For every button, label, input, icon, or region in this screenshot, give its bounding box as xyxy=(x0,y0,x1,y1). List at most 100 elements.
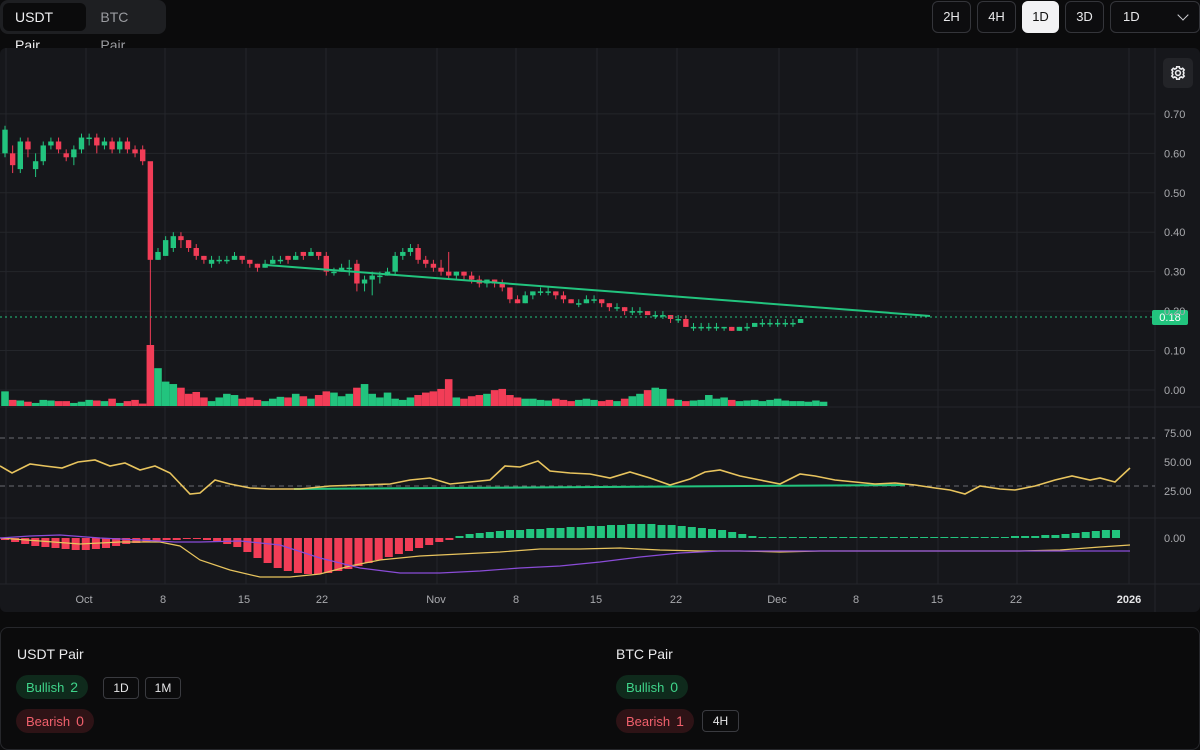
macd-histogram-bar xyxy=(536,529,545,538)
candle xyxy=(499,283,505,288)
macd-histogram-bar xyxy=(394,538,403,554)
macd-histogram-bar xyxy=(344,538,353,569)
candle xyxy=(308,251,314,256)
current-price-label: 0.18 xyxy=(1159,312,1180,324)
macd-histogram-bar xyxy=(960,537,969,538)
volume-bar xyxy=(651,387,660,406)
macd-histogram-bar xyxy=(778,537,787,538)
chart-panel[interactable]: 0.18 0.70 0.60 0.50 0.40 0.30 0.20 0.10 0.00 75.0… xyxy=(0,48,1200,612)
volume-bar xyxy=(276,396,285,406)
timeframe-2h-button[interactable]: 2H xyxy=(932,1,971,33)
candle xyxy=(721,326,727,329)
usdt-bullish-chip-1m[interactable]: 1M xyxy=(145,677,181,699)
current-price-label-bg xyxy=(1152,310,1188,325)
timeframe-select[interactable]: 1D xyxy=(1110,1,1200,33)
macd-histogram-bar xyxy=(364,538,373,563)
macd-histogram-bar xyxy=(1091,531,1100,538)
candle xyxy=(706,326,712,329)
volume-bar xyxy=(613,401,621,406)
volume-bar xyxy=(93,400,101,406)
volume-bar xyxy=(812,400,820,406)
volume-bar xyxy=(421,392,430,406)
usdt-bearish-badge: Bearish 0 xyxy=(16,709,94,733)
macd-histogram-bar xyxy=(162,538,171,540)
usdt-bullish-badge: Bullish 2 xyxy=(16,675,89,699)
candle xyxy=(201,255,207,260)
volume-bar xyxy=(177,387,185,406)
volume-bar xyxy=(758,401,767,406)
volume-bar xyxy=(1,391,9,406)
candle xyxy=(545,291,551,293)
volume-bar xyxy=(574,399,583,406)
timeframe-3d-button[interactable]: 3D xyxy=(1065,1,1104,33)
candle xyxy=(644,311,651,316)
macd-histogram-bar xyxy=(41,538,50,547)
candle xyxy=(560,295,567,300)
price-axis-tick: 0.50 xyxy=(1164,188,1185,200)
volume-bar xyxy=(682,401,690,406)
volume-bar xyxy=(643,390,652,406)
rsi-axis-tick: 50.00 xyxy=(1164,457,1192,469)
volume-bar xyxy=(138,403,147,406)
volume-bar xyxy=(161,381,170,406)
macd-histogram-bar xyxy=(677,526,686,538)
chart-settings-button[interactable] xyxy=(1163,58,1193,88)
volume-bar xyxy=(705,395,713,406)
macd-histogram-bar xyxy=(910,537,918,538)
bullish-label: Bullish xyxy=(626,680,665,695)
usdt-bullish-chip-1d[interactable]: 1D xyxy=(103,677,139,699)
volume-bar xyxy=(146,345,155,406)
candle xyxy=(759,322,766,325)
macd-histogram-bar xyxy=(475,533,484,538)
macd-histogram-bar xyxy=(304,538,312,574)
rsi-axis-tick: 75.00 xyxy=(1164,428,1192,440)
candle xyxy=(178,236,184,241)
volume-bar xyxy=(552,398,560,406)
candle xyxy=(147,161,154,260)
timeframe-1d-button[interactable]: 1D xyxy=(1022,1,1059,33)
time-axis-tick: 15 xyxy=(931,594,943,606)
macd-histogram-bar xyxy=(314,538,323,574)
macd-histogram-bar xyxy=(839,537,848,538)
chart-canvas[interactable]: 0.18 0.70 0.60 0.50 0.40 0.30 0.20 0.10 0.00 75.0… xyxy=(0,48,1200,612)
candle xyxy=(683,319,689,327)
timeframe-4h-button[interactable]: 4H xyxy=(977,1,1016,33)
candle xyxy=(78,137,85,150)
macd-histogram-bar xyxy=(738,534,747,538)
macd-histogram-bar xyxy=(819,537,828,538)
candle xyxy=(94,137,100,146)
macd-histogram-bar xyxy=(31,538,40,546)
macd-histogram-bar xyxy=(465,534,474,538)
macd-histogram-bar xyxy=(586,526,595,538)
macd-histogram-bar xyxy=(435,538,444,542)
volume-bar xyxy=(253,399,262,406)
volume-bar xyxy=(429,391,438,406)
macd-histogram-bar xyxy=(728,532,737,538)
macd-histogram-bar xyxy=(132,538,141,543)
tab-btc-pair[interactable]: BTC Pair xyxy=(100,9,129,53)
volume-bar xyxy=(307,398,315,406)
macd-histogram-bar xyxy=(687,527,696,538)
macd-histogram-bar xyxy=(243,538,252,552)
gear-icon xyxy=(1170,66,1186,80)
candle xyxy=(17,141,23,170)
candle xyxy=(453,271,460,276)
volume-bar xyxy=(582,398,591,406)
candle xyxy=(606,303,613,308)
macd-histogram-bar xyxy=(405,538,413,551)
candle xyxy=(170,236,176,248)
candle xyxy=(430,263,437,268)
btc-summary-title: BTC Pair xyxy=(616,646,673,662)
volume-bar xyxy=(115,402,124,406)
macd-histogram-bar xyxy=(384,538,393,557)
price-axis-tick: 0.20 xyxy=(1164,306,1185,318)
volume-bar xyxy=(77,401,86,406)
bearish-label: Bearish xyxy=(26,714,71,729)
macd-histogram-bar xyxy=(980,537,989,538)
macd-histogram-bar xyxy=(324,538,333,573)
tab-usdt-pair[interactable]: USDT Pair xyxy=(3,3,87,53)
btc-bearish-chip-4h[interactable]: 4H xyxy=(702,710,739,732)
volume-bar xyxy=(674,399,682,406)
volume-bar xyxy=(54,401,63,406)
volume-bar xyxy=(376,397,384,406)
